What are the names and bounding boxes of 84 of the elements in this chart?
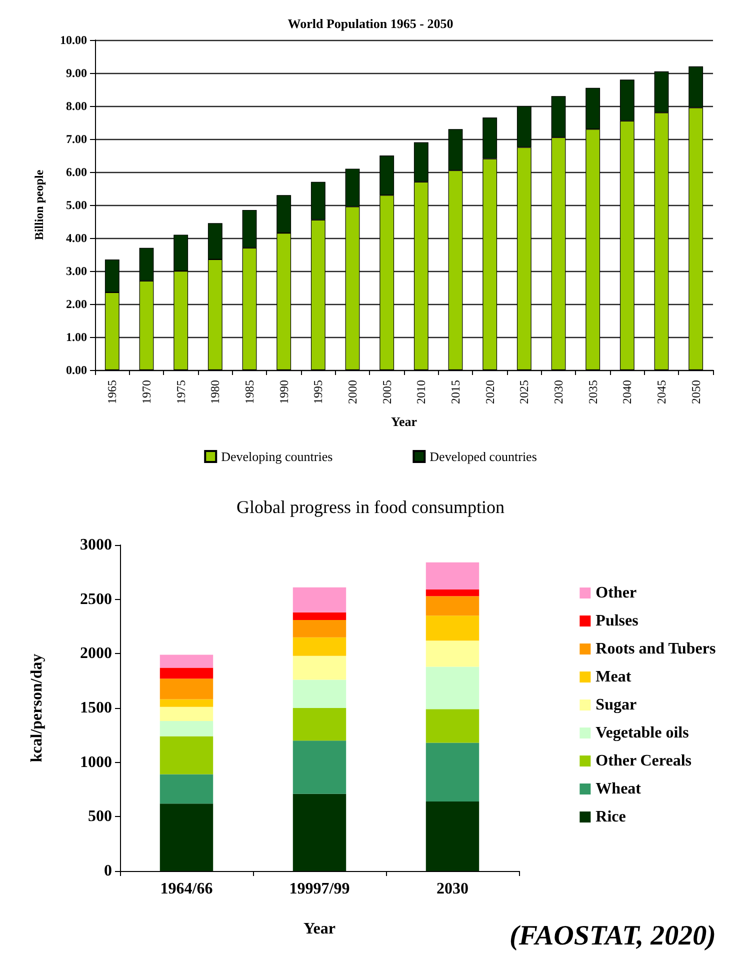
x-tick-label: 1985 xyxy=(242,380,256,404)
x-tick-label: 2035 xyxy=(586,380,600,404)
y-tick-label: 7.00 xyxy=(66,132,87,146)
y-tick-label: 1500 xyxy=(80,700,112,716)
bar xyxy=(292,656,346,680)
y-tick-label: 5.00 xyxy=(66,198,87,212)
y-tick-label: 500 xyxy=(88,808,112,826)
y-tick-label: 6.00 xyxy=(66,165,87,179)
bar xyxy=(160,736,214,774)
chart-title: Global progress in food consumption xyxy=(236,497,504,517)
x-tick-label: 2040 xyxy=(620,380,634,404)
bar xyxy=(426,590,480,596)
y-tick-label: 1000 xyxy=(80,754,112,771)
x-tick-label: 1995 xyxy=(311,380,326,404)
legend-label: Other xyxy=(596,584,637,602)
bar xyxy=(292,740,346,794)
y-tick-label: 4.00 xyxy=(66,231,87,245)
legend-label: Rice xyxy=(596,808,626,826)
x-tick-label: 19997/99 xyxy=(289,880,350,898)
y-tick-label: 0 xyxy=(104,862,112,880)
x-tick-label: 2050 xyxy=(688,380,703,404)
legend-label: Vegetable oils xyxy=(596,724,689,742)
bar xyxy=(426,666,480,710)
x-tick-label: 2010 xyxy=(414,380,428,404)
y-axis-title: Billion people xyxy=(32,169,46,240)
x-tick-label: 2045 xyxy=(654,380,668,404)
bar xyxy=(160,721,214,736)
y-axis-title: kcal/person/day xyxy=(28,654,46,762)
y-tick-label: 2500 xyxy=(80,590,112,608)
y-tick-label: 3000 xyxy=(80,536,112,554)
legend-label: Meat xyxy=(596,668,632,686)
bar xyxy=(426,640,480,667)
x-axis-title: Year xyxy=(391,414,418,429)
bar xyxy=(292,620,346,638)
bar xyxy=(160,668,214,679)
legend-label: Developing countries xyxy=(221,449,333,464)
bar xyxy=(292,637,346,656)
y-tick-label: 3.00 xyxy=(66,264,87,278)
bar xyxy=(160,706,214,722)
bar xyxy=(426,616,480,641)
bar xyxy=(160,654,214,668)
legend-label: Pulses xyxy=(596,612,638,630)
legend-label: Other Cereals xyxy=(596,752,692,770)
legend-label: Roots and Tubers xyxy=(596,640,716,658)
legend-label: Developed countries xyxy=(430,449,537,464)
x-tick-label: 2015 xyxy=(448,380,462,404)
x-tick-label: 1990 xyxy=(276,380,291,404)
bar xyxy=(426,596,480,616)
x-tick-label: 1970 xyxy=(140,380,154,404)
x-tick-label: 2000 xyxy=(346,380,360,404)
y-tick-label: 10.00 xyxy=(60,33,87,47)
bar xyxy=(292,680,346,708)
bar xyxy=(292,794,346,871)
bar xyxy=(426,801,480,871)
x-tick-label: 2005 xyxy=(380,380,394,404)
bar xyxy=(160,678,214,700)
bar xyxy=(292,708,346,741)
y-tick-label: 9.00 xyxy=(66,66,87,80)
bar xyxy=(426,562,480,590)
legend-label: Wheat xyxy=(596,780,642,798)
x-tick-label: 1975 xyxy=(174,380,188,404)
bar xyxy=(426,709,480,743)
bar xyxy=(426,742,480,802)
x-tick-label: 2030 xyxy=(552,380,566,404)
x-tick-label: 2030 xyxy=(436,880,468,898)
x-tick-label: 2020 xyxy=(482,380,497,404)
x-axis-title: Year xyxy=(304,920,336,938)
y-tick-label: 8.00 xyxy=(66,99,87,113)
x-tick-label: 1965 xyxy=(105,380,120,404)
chart-title: World Population 1965 - 2050 xyxy=(288,16,454,31)
bar xyxy=(160,774,214,804)
y-tick-label: 0.00 xyxy=(66,363,87,377)
bar xyxy=(160,804,214,871)
text: (FAOSTAT, 2020) xyxy=(510,920,716,952)
x-tick-label: 1964/66 xyxy=(160,880,213,898)
bar xyxy=(292,587,346,612)
legend-label: Sugar xyxy=(596,696,637,714)
y-tick-label: 2000 xyxy=(80,645,112,662)
y-tick-label: 1.00 xyxy=(66,330,87,344)
bar xyxy=(292,612,346,620)
bar xyxy=(160,699,214,707)
y-tick-label: 2.00 xyxy=(66,297,87,311)
x-tick-label: 1980 xyxy=(208,380,222,404)
x-tick-label: 2025 xyxy=(517,380,532,404)
